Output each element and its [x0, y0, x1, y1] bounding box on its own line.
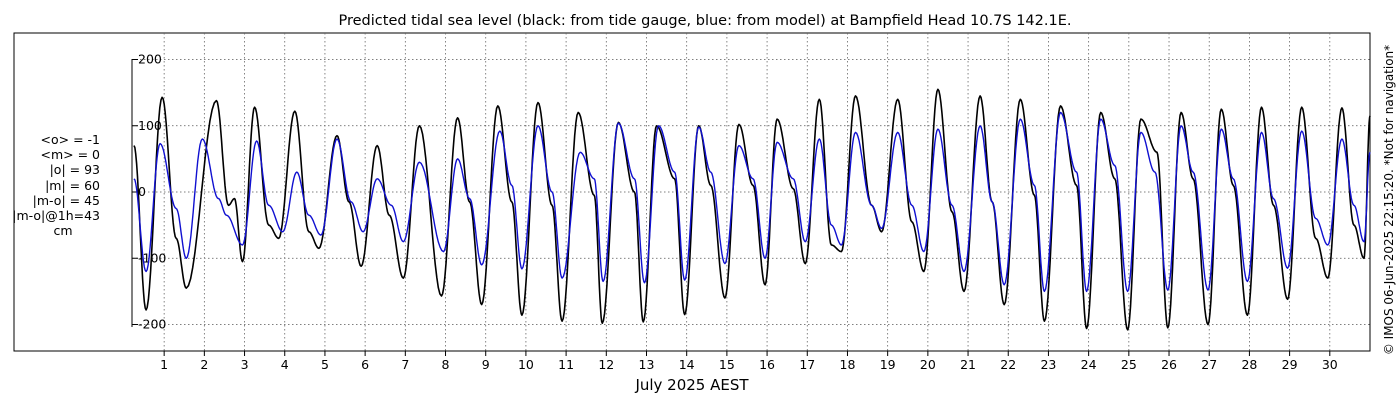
x-tick-label: 7: [401, 357, 409, 372]
x-tick-label: 28: [1241, 357, 1257, 372]
x-tick-label: 17: [799, 357, 815, 372]
x-tick-label: 10: [518, 357, 534, 372]
series-line-model: [133, 111, 1371, 293]
plot-frame: [13, 32, 1371, 352]
x-tick-label: 12: [598, 357, 614, 372]
stat-abs-observed: |o| = 93: [49, 162, 100, 178]
x-tick-label: 3: [241, 357, 249, 372]
chart-title: Predicted tidal sea level (black: from t…: [339, 13, 1072, 29]
x-tick-label: 18: [840, 357, 856, 372]
x-tick-label: 6: [361, 357, 369, 372]
x-tick-label: 21: [960, 357, 976, 372]
stat-abs-diff-1h: |m-o|@1h=43: [12, 208, 100, 224]
x-tick-label: 26: [1161, 357, 1177, 372]
x-tick-label: 23: [1040, 357, 1056, 372]
series-group: [133, 88, 1371, 331]
y-axis-ticks: 200 100 0 -100 -200: [132, 52, 166, 332]
x-tick-label: 5: [321, 357, 329, 372]
x-axis-ticks: 1 2 3 4 5 6 7 8 9 10 11 12 13 14 15 16 17 18 19 20 21 22 23 24 2…: [160, 351, 1338, 372]
x-tick-label: 1: [160, 357, 168, 372]
x-tick-label: 27: [1201, 357, 1217, 372]
x-tick-label: 2: [200, 357, 208, 372]
stat-mean-observed: <o> = -1: [40, 132, 100, 147]
x-tick-label: 20: [920, 357, 936, 372]
stat-unit: cm: [53, 223, 73, 239]
copyright-note: © IMOS 06-Jun-2025 22:15:20. *Not for na…: [1382, 44, 1396, 356]
y-tick-label: -200: [138, 317, 166, 332]
grid-lines: [132, 33, 1370, 351]
x-tick-label: 9: [482, 357, 490, 372]
x-tick-label: 19: [880, 357, 896, 372]
y-tick-label: 200: [138, 52, 162, 67]
y-tick-label: -100: [138, 250, 166, 265]
stat-abs-diff: |m-o| = 45: [32, 192, 100, 208]
y-tick-label: 0: [138, 184, 146, 199]
x-tick-label: 22: [1000, 357, 1016, 372]
x-tick-label: 15: [719, 357, 735, 372]
y-tick-label: 100: [138, 118, 162, 133]
x-tick-label: 14: [679, 357, 695, 372]
stat-mean-model: <m> = 0: [40, 147, 101, 163]
stat-abs-model: |m| = 60: [45, 177, 100, 193]
x-tick-label: 11: [558, 357, 574, 372]
statistics-panel: <o> = -1 <m> = 0 |o| = 93 |m| = 60 |m-o|…: [8, 132, 118, 238]
x-tick-label: 4: [281, 357, 289, 372]
x-axis-label: July 2025 AEST: [634, 376, 749, 394]
x-tick-label: 16: [759, 357, 775, 372]
x-tick-label: 13: [639, 357, 655, 372]
x-tick-label: 25: [1121, 357, 1137, 372]
x-tick-label: 8: [442, 357, 450, 372]
x-tick-label: 24: [1081, 357, 1097, 372]
x-tick-label: 29: [1282, 357, 1298, 372]
x-tick-label: 30: [1322, 357, 1338, 372]
